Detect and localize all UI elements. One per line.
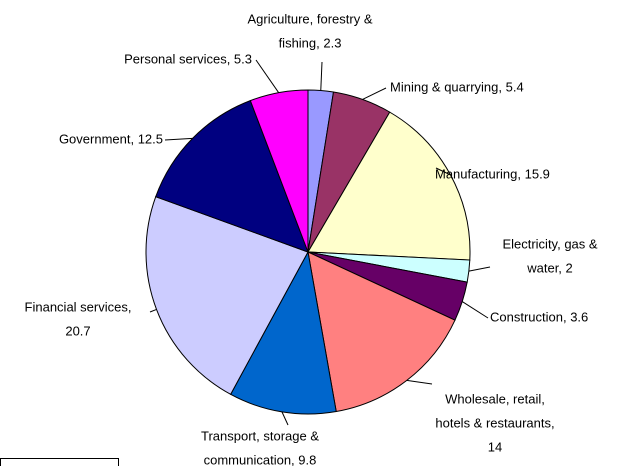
data-label: Agriculture, forestry & [248,11,373,26]
leader-line [461,301,489,319]
data-label: Financial services, [25,299,132,314]
leader-line [362,87,387,100]
data-label: Personal services, 5.3 [124,51,252,66]
data-label: 20.7 [65,323,90,338]
data-label: Mining & quarrying, 5.4 [390,79,524,94]
leader-line [435,167,451,176]
leader-line [149,308,157,313]
data-label: 14 [488,439,502,454]
leader-line [255,59,280,93]
data-label: fishing, 2.3 [279,35,342,50]
leader-line [468,266,491,272]
data-label: hotels & restaurants, [435,415,554,430]
leader-line [320,61,323,91]
data-label: Wholesale, retail, [445,391,545,406]
leader-line [406,379,433,385]
pie-slice [307,251,456,413]
pie-slice [145,196,309,396]
leader-line [281,411,289,426]
data-label: Manufacturing, 15.9 [435,166,550,181]
legend-box [0,458,119,466]
data-label: water, 2 [526,260,573,275]
data-label: Electricity, gas & [502,236,597,251]
data-label: communication, 9.8 [204,452,317,466]
leader-line [164,137,193,141]
pie-slice [229,250,337,415]
data-label: Government, 12.5 [59,131,163,146]
data-label: Construction, 3.6 [490,309,588,324]
data-label: Transport, storage & [201,428,319,443]
